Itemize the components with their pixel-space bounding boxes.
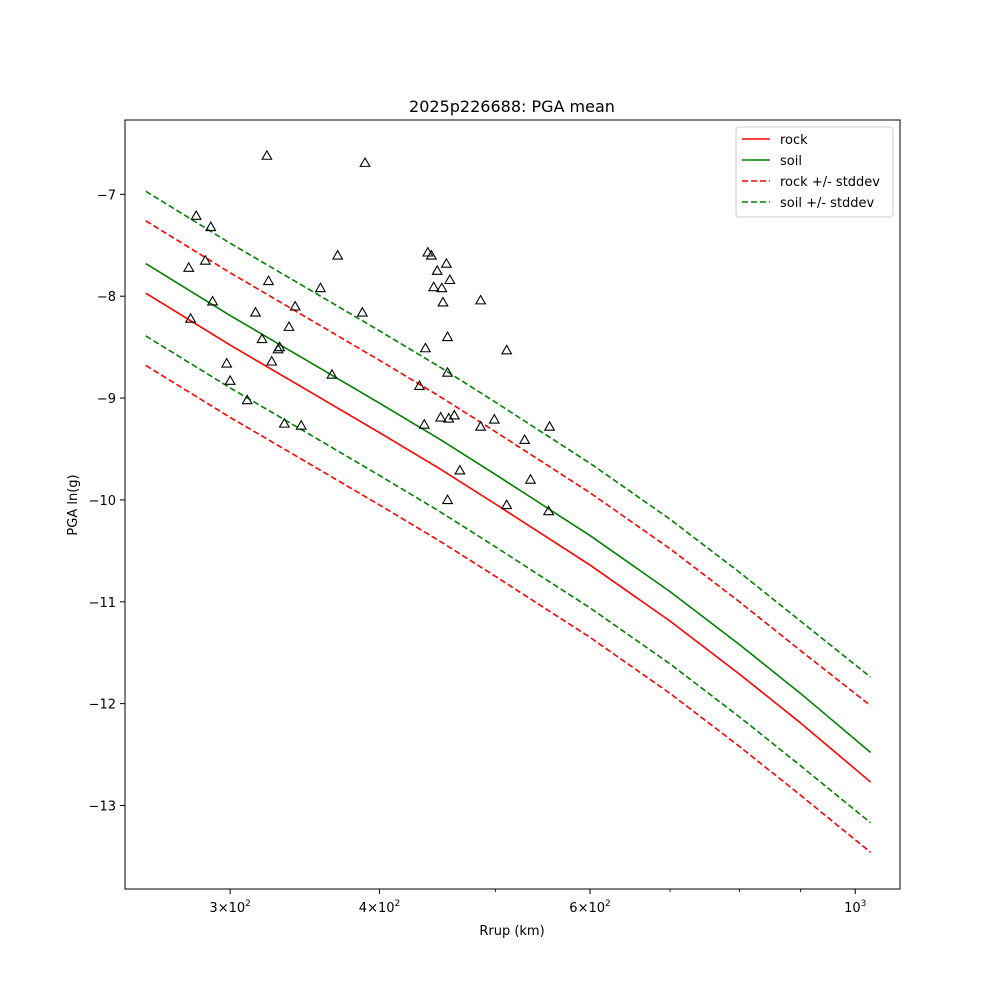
y-tick-label: −8 — [97, 290, 116, 305]
observation-point — [205, 221, 217, 232]
observation-point — [441, 366, 454, 377]
observation-point — [500, 499, 513, 510]
observation-point — [241, 394, 253, 405]
observation-point — [273, 341, 286, 352]
legend-label-soil: soil — [780, 154, 802, 169]
chart-title: 2025p226688: PGA mean — [409, 97, 615, 116]
x-tick-label-pow-base: 10 — [588, 901, 605, 916]
observation-point — [419, 342, 432, 353]
observation-point — [436, 282, 448, 293]
observation-point — [488, 413, 501, 424]
x-tick-label: 6×102 — [569, 899, 610, 916]
x-tick-label: 3×102 — [209, 899, 250, 916]
legend-label-rock: rock — [780, 133, 808, 148]
x-tick-label-exp: 2 — [605, 899, 611, 909]
observation-point — [440, 257, 453, 268]
observation-point — [442, 412, 455, 423]
observation-point — [434, 411, 447, 422]
observation-point — [448, 409, 461, 420]
observation-point — [331, 249, 344, 260]
y-tick-label: −13 — [89, 799, 116, 814]
x-tick-label-base: 4 — [359, 901, 367, 916]
observation-point — [474, 420, 487, 431]
x-tick-label-pow-base: 10 — [844, 901, 861, 916]
legend-label-soil-stddev: soil +/- stddev — [780, 196, 875, 211]
observation-point — [314, 282, 327, 293]
observation-point — [224, 374, 236, 385]
observation-point — [542, 505, 555, 516]
x-tick-label-mult: × — [218, 901, 229, 916]
series-line-soil-stddev-lower — [145, 335, 872, 824]
x-tick-label-exp: 3 — [861, 899, 867, 909]
observation-point — [182, 261, 195, 272]
observation-point — [500, 344, 513, 355]
legend-label-rock-stddev: rock +/- stddev — [780, 175, 880, 190]
y-tick-label: −12 — [89, 698, 116, 713]
observation-point — [199, 254, 212, 265]
series-line-rock-stddev-lower — [145, 364, 872, 853]
x-tick-label: 4×102 — [359, 899, 400, 916]
observation-point — [265, 355, 278, 366]
observation-point — [474, 294, 487, 305]
series-line-rock — [145, 292, 872, 783]
observation-point — [444, 274, 456, 285]
observation-point — [326, 368, 338, 379]
series-line-soil-stddev — [145, 190, 872, 678]
observation-point — [427, 281, 440, 292]
observation-point — [441, 494, 454, 505]
legend: rock soil rock +/- stddev soil +/- stddev — [735, 126, 894, 218]
legend-box — [735, 126, 894, 218]
y-tick-label: −7 — [97, 188, 116, 203]
observation-point — [413, 379, 426, 390]
x-tick-label: 103 — [844, 899, 866, 916]
observation-point — [184, 312, 197, 323]
observation-point — [441, 331, 454, 342]
x-tick-label-exp: 2 — [395, 899, 401, 909]
y-tick-label: −9 — [97, 392, 116, 407]
observation-point — [206, 295, 219, 306]
plot-frame — [124, 119, 901, 890]
observation-point — [518, 433, 531, 444]
x-tick-label-pow-base: 10 — [229, 901, 246, 916]
y-axis-label: PGA ln(g) — [66, 474, 81, 535]
y-tick-label: −10 — [89, 494, 116, 509]
x-axis-label: Rrup (km) — [479, 924, 544, 939]
y-axis: −7 −8 −9 −10 −11 −12 −13 — [89, 188, 125, 814]
x-tick-label-mult: × — [578, 901, 589, 916]
y-tick-label: −11 — [89, 596, 116, 611]
observation-point — [249, 306, 262, 317]
series-line-soil — [145, 262, 872, 754]
observation-point — [437, 296, 449, 307]
observation-point — [356, 306, 369, 317]
x-axis: 3×102 4×102 6×102 103 — [209, 889, 866, 916]
observation-point — [425, 249, 438, 260]
observation-point — [283, 320, 295, 331]
observation-point — [220, 357, 233, 368]
observation-point — [543, 420, 556, 431]
observation-point — [261, 149, 273, 160]
observation-point — [295, 419, 307, 430]
observation-point — [359, 156, 371, 167]
plot-area — [145, 149, 872, 853]
x-tick-label-exp: 2 — [245, 899, 251, 909]
observation-point — [256, 333, 268, 344]
observation-point — [431, 264, 443, 275]
series-line-rock-stddev — [145, 220, 872, 707]
x-tick-label-base: 3 — [209, 901, 217, 916]
x-tick-label-pow-base: 10 — [378, 901, 395, 916]
observation-point — [262, 275, 275, 286]
observation-point — [418, 418, 431, 429]
observation-point — [454, 464, 466, 475]
observation-point — [524, 473, 537, 484]
x-tick-label-base: 6 — [569, 901, 577, 916]
observation-point — [289, 300, 301, 311]
x-tick-label-mult: × — [367, 901, 378, 916]
observation-point — [278, 417, 291, 428]
observation-point — [190, 209, 202, 220]
